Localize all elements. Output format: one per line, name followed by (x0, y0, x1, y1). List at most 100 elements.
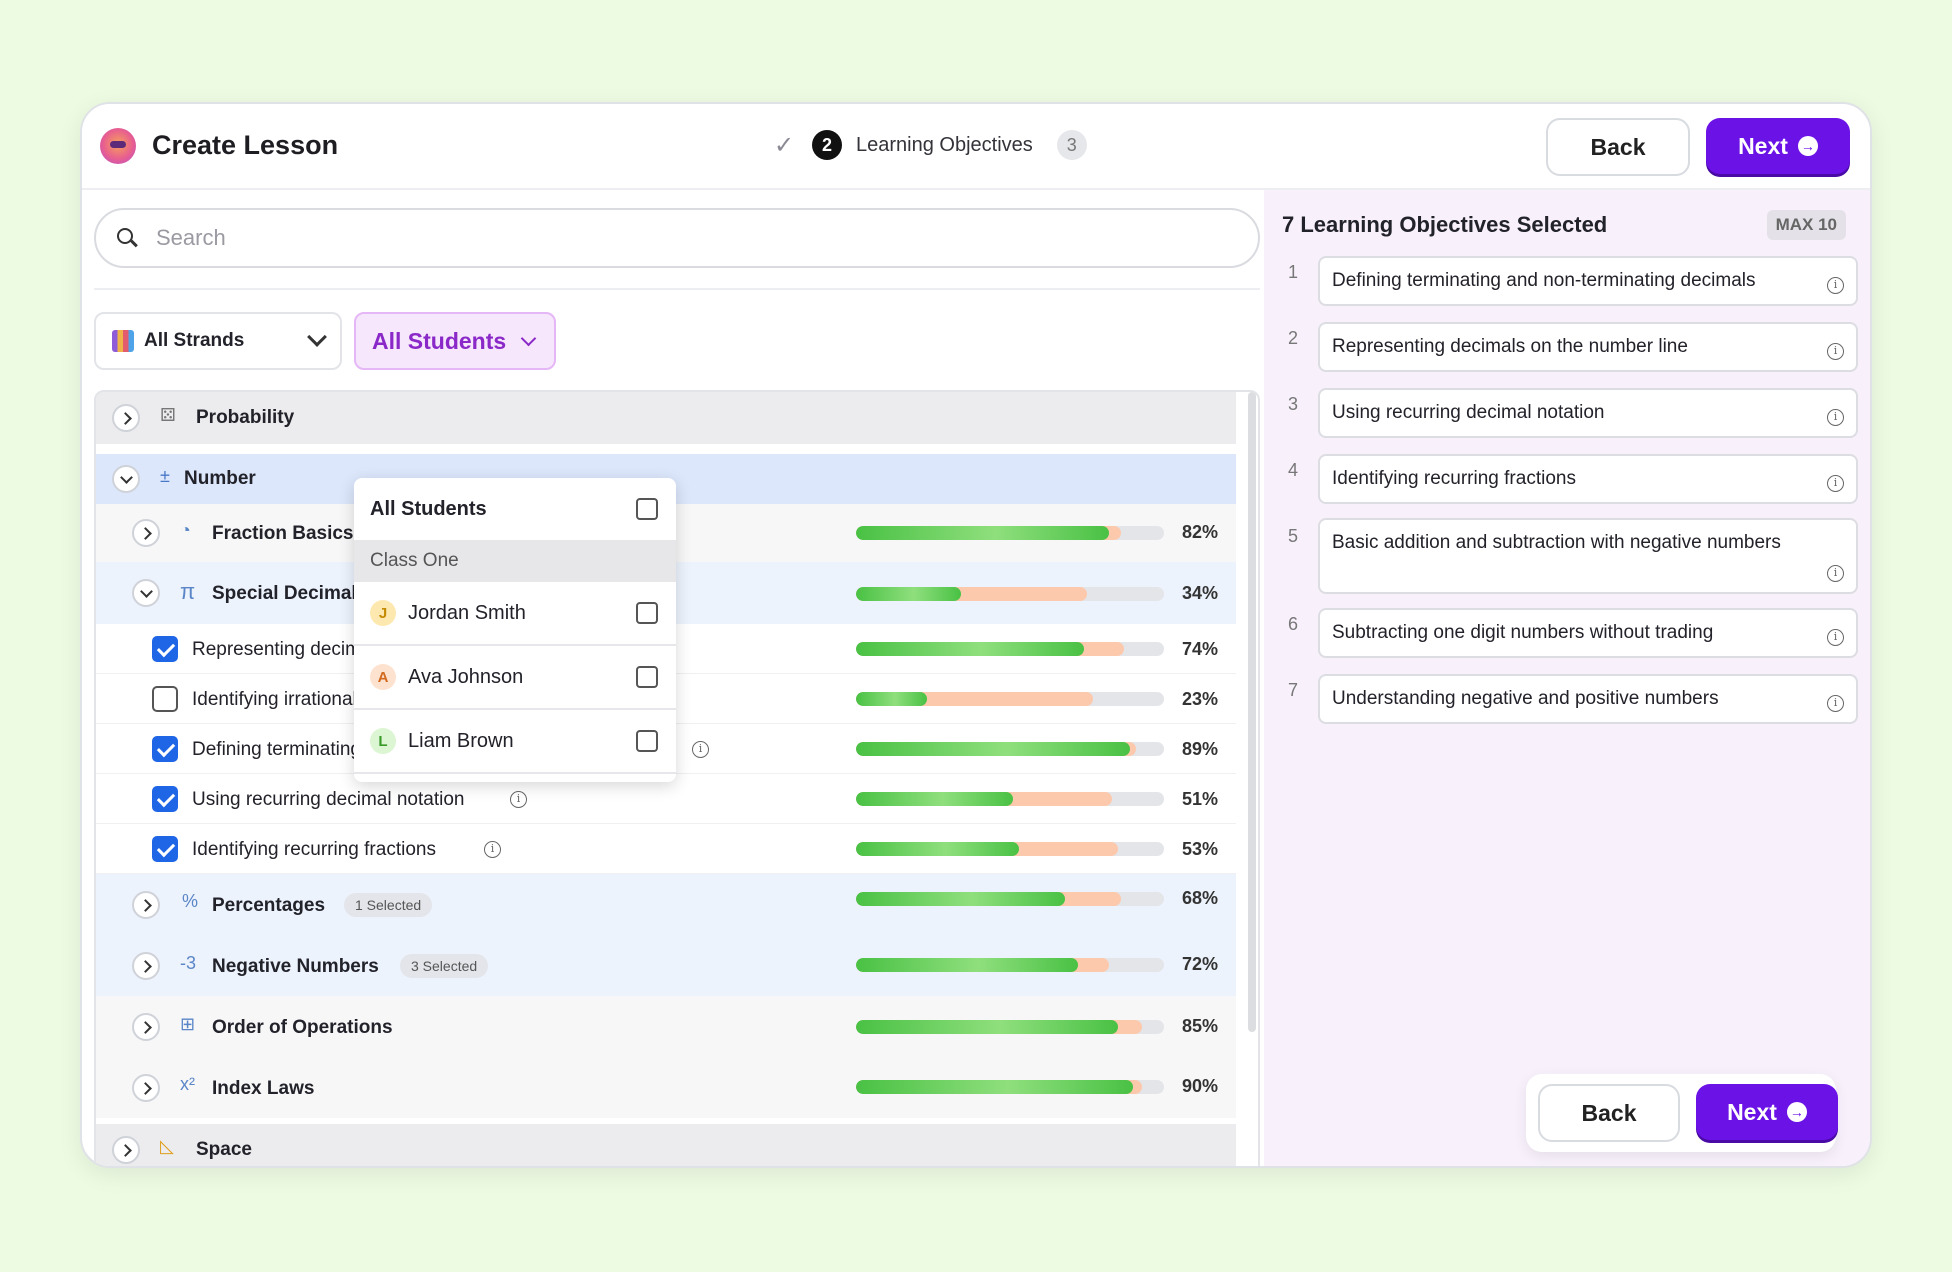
info-icon[interactable]: i (1827, 343, 1844, 360)
selected-objectives-panel: 7 Learning Objectives Selected MAX 10 1 … (1264, 190, 1870, 1166)
progress-percent: 90% (1182, 1076, 1219, 1096)
progress-mastered (856, 792, 1014, 806)
collapse-chevron-icon[interactable] (132, 579, 160, 607)
progress-percent: 74% (1182, 639, 1219, 659)
strands-filter-dropdown[interactable]: All Strands (94, 312, 342, 370)
dropdown-item-label: All Students (370, 497, 487, 520)
objective-checkbox[interactable] (152, 736, 178, 762)
dropdown-item-student[interactable]: A Ava Johnson (354, 646, 676, 710)
objective-row[interactable]: Identifying recurring fractions i 53% (96, 824, 1236, 874)
search-icon (116, 227, 138, 249)
selected-count-badge: 1 Selected (344, 893, 433, 917)
search-input[interactable] (156, 225, 1056, 251)
expand-chevron-icon[interactable] (132, 519, 160, 547)
selected-objective-label: Subtracting one digit numbers without tr… (1332, 622, 1714, 643)
info-icon[interactable]: i (1827, 629, 1844, 646)
check-icon: ✓ (774, 131, 795, 159)
info-icon[interactable]: i (1827, 409, 1844, 426)
next-button-top[interactable]: Next → (1706, 118, 1850, 174)
strands-filter-label: All Strands (144, 330, 245, 351)
objective-checkbox[interactable] (152, 836, 178, 862)
dropdown-checkbox[interactable] (636, 666, 658, 688)
dropdown-checkbox[interactable] (636, 602, 658, 624)
selected-objective-card[interactable]: Identifying recurring fractions i (1318, 454, 1858, 504)
students-filter-dropdown[interactable]: All Students (354, 312, 556, 370)
progress-bar (856, 1080, 1164, 1094)
selected-objective-label: Identifying recurring fractions (1332, 468, 1576, 489)
dropdown-checkbox[interactable] (636, 730, 658, 752)
progress-percent: 23% (1182, 689, 1219, 709)
objective-label: Identifying recurring fractions (192, 839, 436, 860)
divider (94, 288, 1260, 290)
back-button-bottom[interactable]: Back (1538, 1084, 1680, 1142)
objective-number: 5 (1288, 526, 1299, 546)
dropdown-item-student[interactable]: L Liam Brown (354, 710, 676, 774)
substrand-label: Order of Operations (212, 1017, 393, 1038)
step-current-label: Learning Objectives (856, 133, 1033, 156)
objective-row[interactable]: Using recurring decimal notation i 51% (96, 774, 1236, 824)
students-filter-label: All Students (372, 327, 507, 354)
app-logo-icon (100, 128, 136, 164)
progress-percent: 82% (1182, 522, 1219, 542)
objective-checkbox[interactable] (152, 636, 178, 662)
info-icon[interactable]: i (1827, 277, 1844, 294)
expand-chevron-icon[interactable] (132, 952, 160, 980)
selected-objective-label: Defining terminating and non-terminating… (1332, 270, 1756, 291)
info-icon[interactable]: i (1827, 475, 1844, 492)
info-icon[interactable]: i (484, 841, 501, 858)
strand-row-space[interactable]: ◺ Space (96, 1124, 1236, 1166)
strand-row-probability[interactable]: ⚄ Probability (96, 392, 1236, 444)
substrand-label: Special Decimals (212, 583, 368, 604)
substrand-row-percentages[interactable]: % Percentages 1 Selected 68% (96, 874, 1236, 936)
objectives-browser: All Strands All Students ⚄ Probability ±… (82, 190, 1264, 1166)
dropdown-item-student[interactable]: J Jordan Smith (354, 582, 676, 646)
info-icon[interactable]: i (1827, 695, 1844, 712)
back-button-top[interactable]: Back (1546, 118, 1690, 176)
dice-icon: ⚄ (160, 405, 176, 425)
substrand-row-index-laws[interactable]: x² Index Laws 90% (96, 1058, 1236, 1118)
objective-number: 4 (1288, 460, 1299, 480)
selected-objective-card[interactable]: Representing decimals on the number line… (1318, 322, 1858, 372)
step-current-number: 2 (812, 130, 842, 160)
plus-minus-icon: ± (160, 466, 170, 486)
strand-label: Probability (196, 407, 295, 428)
chevron-down-icon (307, 327, 327, 347)
progress-mastered (856, 842, 1020, 856)
dropdown-item-all-students[interactable]: All Students (354, 478, 676, 542)
selected-objective-card[interactable]: Defining terminating and non-terminating… (1318, 256, 1858, 306)
selected-count-badge: 3 Selected (400, 954, 489, 978)
expand-chevron-icon[interactable] (112, 1136, 140, 1164)
substrand-label: Fraction Basics (212, 523, 354, 544)
strand-tree: ⚄ Probability ± Number ◔ Fraction Basics… (94, 390, 1260, 1166)
progress-percent: 34% (1182, 583, 1219, 603)
progress-percent: 53% (1182, 839, 1219, 859)
info-icon[interactable]: i (1827, 565, 1844, 582)
expand-chevron-icon[interactable] (132, 1013, 160, 1041)
substrand-row-order-of-operations[interactable]: ⊞ Order of Operations 85% (96, 996, 1236, 1058)
progress-mastered (856, 892, 1066, 906)
max-badge: MAX 10 (1766, 210, 1846, 240)
progress-mastered (856, 642, 1084, 656)
percent-icon: % (182, 891, 199, 911)
info-icon[interactable]: i (692, 741, 709, 758)
expand-chevron-icon[interactable] (132, 891, 160, 919)
selected-objective-card[interactable]: Basic addition and subtraction with nega… (1318, 518, 1858, 594)
expand-chevron-icon[interactable] (112, 404, 140, 432)
selected-objective-card[interactable]: Understanding negative and positive numb… (1318, 674, 1858, 724)
scrollbar[interactable] (1248, 392, 1256, 1032)
expand-chevron-icon[interactable] (132, 1074, 160, 1102)
selected-objective-card[interactable]: Using recurring decimal notation i (1318, 388, 1858, 438)
objective-checkbox[interactable] (152, 686, 178, 712)
objective-number: 1 (1288, 262, 1299, 282)
selected-objective-card[interactable]: Subtracting one digit numbers without tr… (1318, 608, 1858, 658)
objective-checkbox[interactable] (152, 786, 178, 812)
progress-mastered (856, 1020, 1118, 1034)
substrand-row-negative-numbers[interactable]: -3 Negative Numbers 3 Selected 72% (96, 936, 1236, 996)
dropdown-checkbox[interactable] (636, 498, 658, 520)
info-icon[interactable]: i (510, 791, 527, 808)
search-bar[interactable] (94, 208, 1260, 268)
collapse-chevron-icon[interactable] (112, 465, 140, 493)
next-button-bottom[interactable]: Next → (1696, 1084, 1838, 1140)
progress-mastered (856, 692, 927, 706)
objective-label: Using recurring decimal notation (192, 789, 465, 810)
